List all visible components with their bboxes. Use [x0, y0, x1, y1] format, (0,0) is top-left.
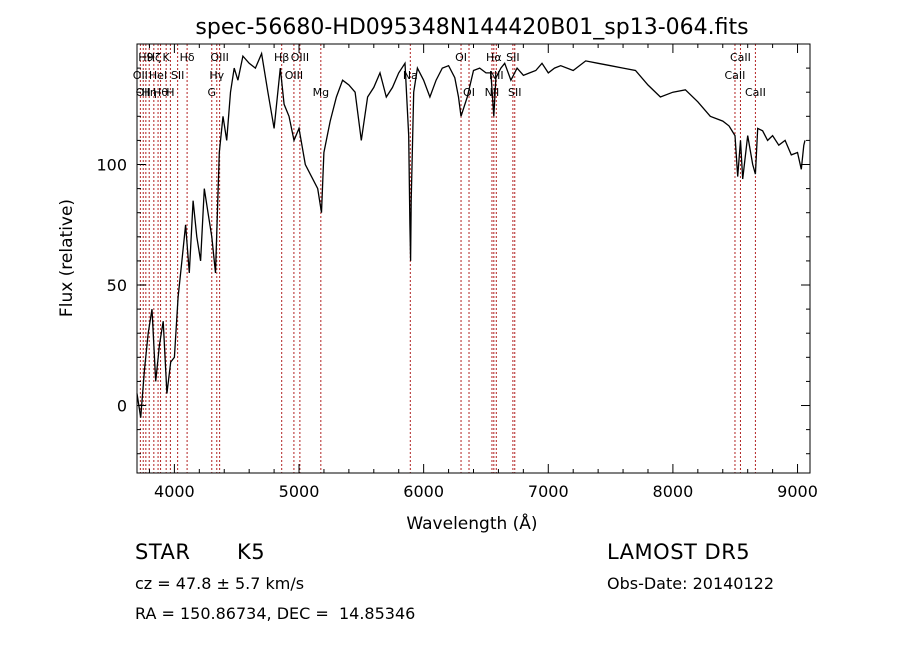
line-marker-label: Hη [142, 86, 157, 99]
line-marker-label: OIII [285, 69, 303, 82]
object-class: STAR [135, 540, 191, 564]
line-marker-label: H9 [138, 51, 153, 64]
line-marker-label: Hγ [209, 69, 224, 82]
line-marker-label: OI [455, 51, 467, 64]
chart-title: spec-56680-HD095348N144420B01_sp13-064.f… [195, 15, 748, 40]
line-marker-label: Hα [486, 51, 502, 64]
observation-date: Obs-Date: 20140122 [607, 574, 775, 593]
line-marker-label: Hθ [153, 86, 168, 99]
line-marker-label: Hζ [147, 51, 161, 64]
line-marker-label: Na [403, 69, 418, 82]
line-marker-label: OII [133, 69, 148, 82]
x-tick-label: 5000 [279, 482, 320, 501]
line-marker-label: HeI [149, 69, 167, 82]
y-tick-label: 50 [107, 276, 127, 295]
y-axis-label: Flux (relative) [57, 199, 77, 317]
line-marker-label: NII [489, 69, 504, 82]
plot-frame [136, 43, 811, 474]
spectrum-line [136, 51, 806, 418]
x-tick-label: 9000 [777, 482, 818, 501]
axis-ticks: 4000 5000 6000 7000 8000 9000 0 50 100 [96, 44, 818, 501]
line-marker-label: OIII [210, 51, 228, 64]
x-tick-label: 8000 [653, 482, 694, 501]
line-marker-label: CaII [745, 86, 766, 99]
line-marker-label: Hδ [180, 51, 195, 64]
line-marker-label: SII [508, 86, 521, 99]
survey-name: LAMOST DR5 [607, 540, 751, 564]
line-marker-label: OII [136, 86, 151, 99]
x-axis-label: Wavelength (Å) [406, 512, 537, 534]
redshift-cz: cz = 47.8 ± 5.7 km/s [135, 574, 305, 593]
y-tick-label: 100 [96, 156, 127, 175]
line-marker-label: SII [506, 51, 519, 64]
line-marker-label: Hβ [274, 51, 289, 64]
line-markers [139, 44, 756, 473]
object-subclass: K5 [237, 540, 266, 564]
line-marker-label: SII [171, 69, 184, 82]
x-tick-label: 7000 [528, 482, 569, 501]
line-marker-label: G [208, 86, 217, 99]
line-marker-label: OIII [291, 51, 309, 64]
line-marker-label: CaII [725, 69, 746, 82]
x-tick-label: 4000 [154, 482, 195, 501]
x-tick-label: 6000 [403, 482, 444, 501]
line-marker-label: Mg [313, 86, 329, 99]
coordinates: RA = 150.86734, DEC = 14.85346 [135, 604, 416, 623]
y-tick-label: 0 [117, 397, 127, 416]
line-marker-label: K [163, 51, 171, 64]
line-marker-label: H [166, 86, 174, 99]
line-marker-label: CaII [730, 51, 751, 64]
